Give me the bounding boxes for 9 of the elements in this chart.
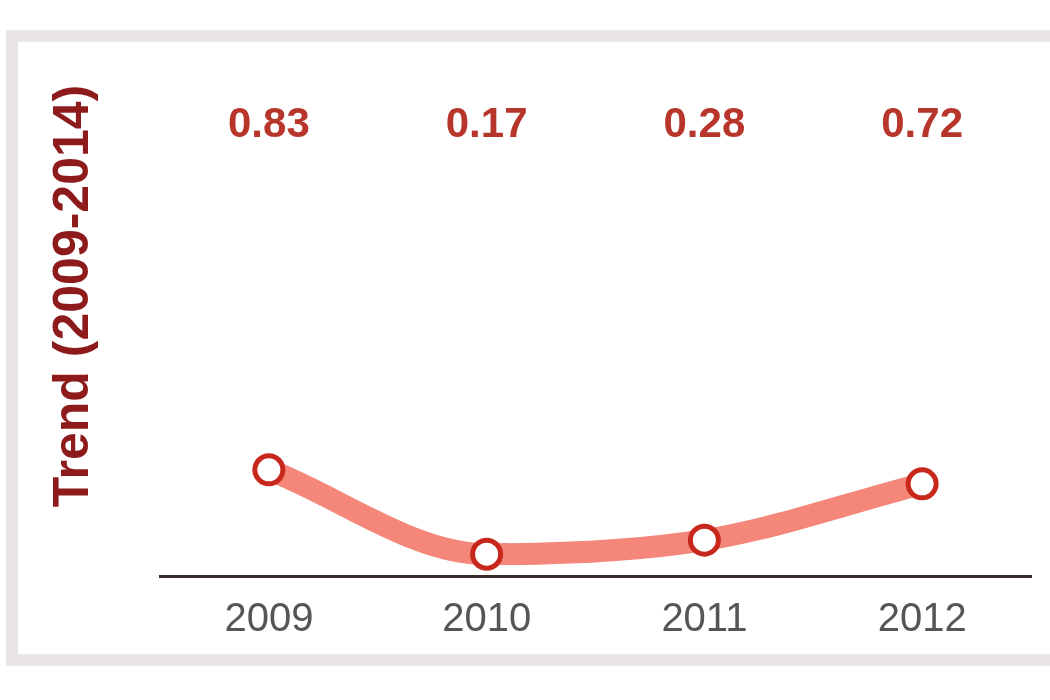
x-tick-label: 2009 (224, 595, 314, 640)
x-tick-label: 2011 (661, 595, 748, 640)
y-axis-title: Trend (2009-2014) (42, 84, 99, 508)
data-label: 0.17 (445, 98, 528, 146)
x-tick-label: 2012 (877, 595, 967, 640)
data-label: 0.72 (881, 98, 963, 146)
data-label: 0.28 (663, 98, 746, 146)
data-label: 0.83 (228, 98, 310, 146)
x-tick-label: 2010 (442, 595, 532, 640)
